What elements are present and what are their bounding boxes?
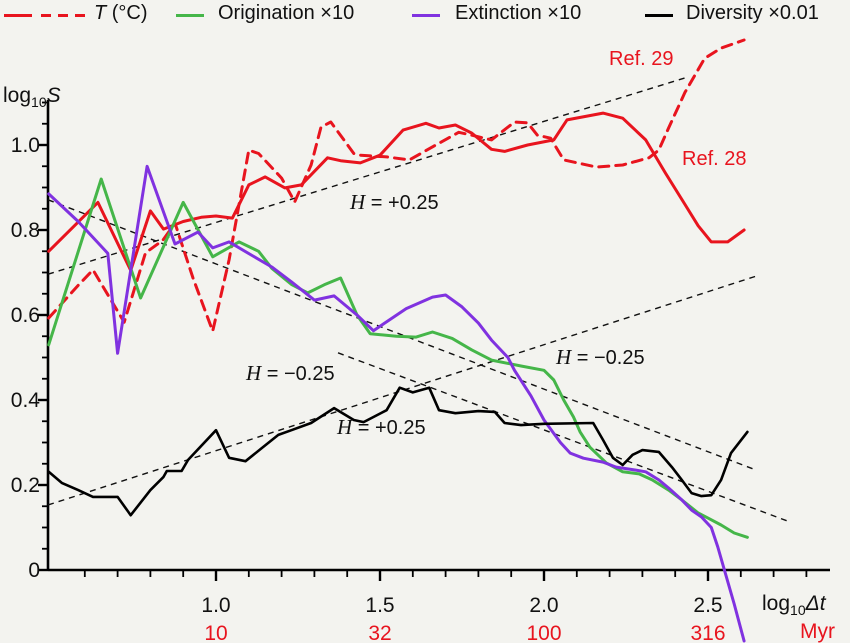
reference-line: [337, 352, 791, 523]
x-tick-label: 2.0: [529, 594, 558, 617]
annotation-h-minus-025-right: H = −0.25: [556, 345, 645, 369]
series-extinction-10: [47, 164, 746, 643]
extinction-line-icon: [412, 14, 440, 18]
legend-label-diversity: Diversity ×0.01: [686, 2, 819, 24]
diversity-line-icon: [645, 14, 673, 18]
series-diversity-0-01: [47, 386, 749, 517]
legend-label-extinction: Extinction ×10: [455, 2, 582, 24]
reference-line: [47, 76, 689, 275]
annotation-h-plus-025-temperature: H = +0.25: [350, 190, 439, 214]
y-tick-label: 0.2: [11, 474, 40, 497]
annotation-h-plus-025-diversity: H = +0.25: [337, 415, 426, 439]
y-tick-label: 0.4: [11, 389, 41, 412]
annotation-h-minus-025-left: H = −0.25: [246, 361, 335, 385]
y-tick-label: 0.8: [11, 219, 40, 242]
x-tick-myr-label: 316: [690, 622, 725, 643]
x-tick-label: 2.5: [693, 594, 722, 617]
legend-label-temperature: T (°C): [94, 2, 148, 24]
legend-label-origination: Origination ×10: [218, 2, 355, 24]
annotation-ref-29: Ref. 29: [609, 48, 674, 70]
temperature-dashed-line-icon: [41, 14, 85, 18]
y-tick-label: 0.6: [11, 304, 40, 327]
temperature-solid-line-icon: [4, 14, 32, 18]
y-tick-label: 1.0: [11, 134, 40, 157]
legend-temperature-symbol: T: [94, 2, 107, 24]
annotation-ref-28: Ref. 28: [682, 148, 747, 170]
x-tick-label: 1.5: [365, 594, 394, 617]
origination-line-icon: [176, 14, 204, 18]
x-axis-unit-label: Myr: [800, 620, 835, 643]
series-origination-10: [47, 177, 749, 539]
x-tick-myr-label: 32: [368, 622, 391, 643]
reference-line: [47, 275, 758, 506]
x-axis-title: log10Δt: [762, 592, 826, 619]
series-temperature-t-c-ref-28: [47, 111, 746, 272]
y-axis-title: log10S: [3, 84, 61, 111]
x-tick-label: 1.0: [201, 594, 230, 617]
y-tick-label: 0: [28, 559, 40, 582]
x-tick-myr-label: 100: [526, 622, 561, 643]
x-tick-myr-label: 10: [204, 622, 227, 643]
